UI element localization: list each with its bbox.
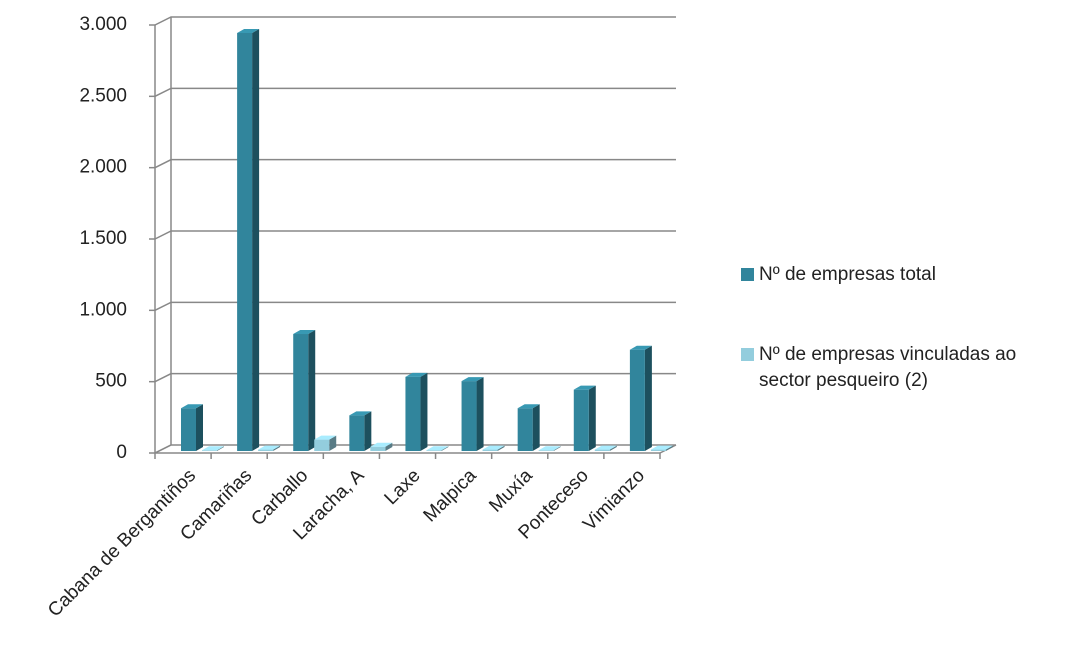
legend-label: Nº de empresas total — [759, 264, 936, 285]
grid-line — [154, 158, 676, 169]
bar-top — [573, 385, 596, 390]
grid-line — [154, 301, 676, 312]
bar — [370, 446, 386, 451]
bar-side — [553, 446, 561, 451]
bar-side — [252, 28, 260, 452]
bar — [258, 449, 274, 451]
bar — [594, 449, 610, 451]
x-tick-label: Cabana de Bergantiños — [44, 465, 200, 621]
y-tick-label: 1.500 — [79, 228, 127, 249]
bar-side — [273, 445, 281, 451]
bar-top — [594, 445, 617, 450]
bar — [349, 415, 365, 451]
bar-top — [482, 445, 505, 450]
bar-top — [314, 435, 337, 440]
y-tick-label: 2.000 — [79, 157, 127, 178]
grid-line — [154, 16, 676, 26]
bar-side — [665, 445, 673, 451]
bar-top — [349, 411, 372, 416]
bar — [482, 449, 498, 451]
legend-label: Nº de empresas vinculadas ao sector pesq… — [759, 344, 1017, 391]
bar — [517, 408, 533, 451]
bar-side — [609, 445, 617, 451]
y-tick-label: 3.000 — [79, 14, 127, 35]
bar-side — [441, 446, 449, 451]
bar-top — [426, 446, 449, 451]
y-tick-label: 2.500 — [79, 85, 127, 106]
bar-top — [461, 377, 484, 382]
grid-line — [154, 444, 676, 454]
bar — [314, 439, 330, 451]
bar-side — [385, 442, 393, 451]
legend-swatch — [741, 348, 754, 361]
y-tick-label: 500 — [95, 371, 127, 392]
bar — [426, 450, 442, 451]
bar-top — [517, 404, 540, 409]
bar-side — [364, 411, 372, 451]
bar-side — [420, 372, 428, 451]
bar-top — [237, 28, 260, 33]
x-tick-label: Vimianzo — [579, 465, 649, 535]
bar-top — [181, 404, 203, 409]
bar-side — [644, 345, 652, 451]
bar-side — [329, 435, 337, 451]
bar — [202, 450, 217, 451]
bar-side — [476, 377, 484, 451]
bar — [538, 450, 554, 451]
bar-top — [293, 330, 316, 335]
y-tick-label: 1.000 — [79, 299, 127, 320]
bar-side — [532, 404, 540, 451]
x-tick-label: Malpica — [420, 465, 481, 526]
bar-top — [629, 345, 652, 350]
x-tick-label: Laxe — [381, 465, 425, 509]
legend-swatch — [741, 268, 754, 281]
y-tick-label: 0 — [116, 442, 127, 463]
bar-top — [258, 445, 281, 450]
bar — [237, 32, 253, 452]
bar-side — [196, 404, 203, 451]
bar-top — [538, 446, 561, 451]
bar-side — [588, 385, 596, 451]
bar-side — [497, 445, 505, 451]
bar-top — [650, 445, 673, 450]
grid-line — [154, 87, 676, 98]
bar-top — [405, 372, 428, 377]
bar-side — [308, 330, 316, 451]
bar — [650, 449, 666, 451]
x-tick-label: Muxía — [485, 465, 537, 517]
legend-entry: Nº de empresas vinculadas ao sector pesq… — [741, 342, 1071, 394]
bar — [405, 376, 421, 451]
legend-entry: Nº de empresas total — [741, 262, 1071, 288]
bar — [573, 389, 589, 451]
bar-top — [202, 446, 224, 451]
grid-line — [154, 372, 676, 383]
bar — [181, 408, 196, 451]
bar — [293, 334, 309, 451]
bar-top — [370, 442, 393, 447]
bar-side — [217, 446, 224, 451]
grid-line — [154, 230, 676, 240]
bar — [629, 349, 645, 451]
bar — [461, 381, 477, 451]
